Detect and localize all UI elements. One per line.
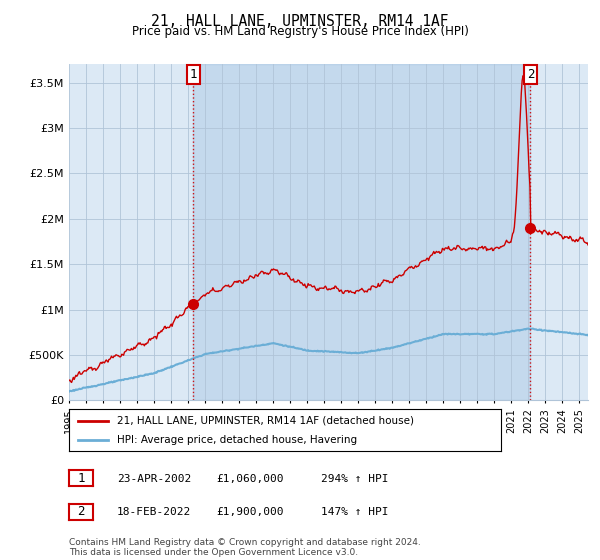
Text: 294% ↑ HPI: 294% ↑ HPI (321, 474, 389, 484)
Text: 21, HALL LANE, UPMINSTER, RM14 1AF: 21, HALL LANE, UPMINSTER, RM14 1AF (151, 14, 449, 29)
Text: 23-APR-2002: 23-APR-2002 (117, 474, 191, 484)
Text: 2: 2 (527, 68, 534, 81)
Text: Price paid vs. HM Land Registry's House Price Index (HPI): Price paid vs. HM Land Registry's House … (131, 25, 469, 38)
Text: 2: 2 (77, 505, 85, 519)
Bar (193, 64, 530, 400)
Text: £1,900,000: £1,900,000 (216, 507, 284, 517)
Text: 1: 1 (190, 68, 197, 81)
Text: 1: 1 (77, 472, 85, 485)
Text: Contains HM Land Registry data © Crown copyright and database right 2024.
This d: Contains HM Land Registry data © Crown c… (69, 538, 421, 557)
Text: £1,060,000: £1,060,000 (216, 474, 284, 484)
Text: 21, HALL LANE, UPMINSTER, RM14 1AF (detached house): 21, HALL LANE, UPMINSTER, RM14 1AF (deta… (116, 416, 413, 426)
Text: HPI: Average price, detached house, Havering: HPI: Average price, detached house, Have… (116, 435, 356, 445)
Text: 147% ↑ HPI: 147% ↑ HPI (321, 507, 389, 517)
Text: 18-FEB-2022: 18-FEB-2022 (117, 507, 191, 517)
